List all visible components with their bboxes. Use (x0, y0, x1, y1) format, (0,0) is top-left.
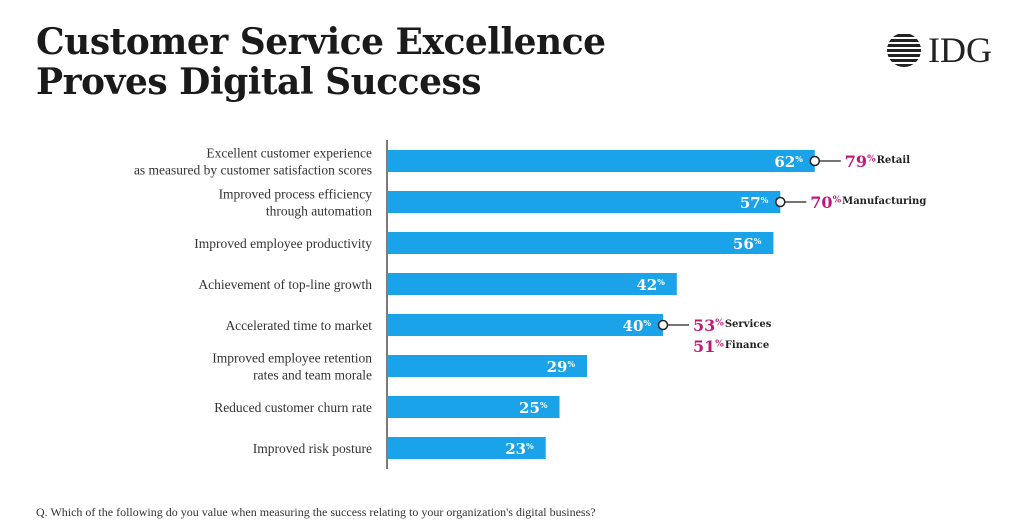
callout-segment-label: Manufacturing (842, 196, 926, 207)
logo-wordmark: IDG (928, 30, 992, 70)
bar-value-label: 29% (547, 358, 576, 376)
bar (387, 150, 815, 172)
bar (387, 191, 781, 213)
idg-logo: IDG (884, 30, 1014, 70)
callout-value: 70% (810, 193, 841, 212)
bar-value-label: 40% (623, 317, 652, 335)
bar (387, 273, 677, 295)
survey-question-footnote: Q. Which of the following do you value w… (36, 505, 596, 519)
category-label: Achievement of top-line growth (198, 277, 372, 292)
category-label: Improved employee productivity (194, 236, 372, 251)
bar-value-label: 62% (774, 153, 803, 171)
title-line-1: Customer Service Excellence (36, 21, 606, 63)
bar (387, 314, 663, 336)
chart-title: Customer Service Excellence Proves Digit… (36, 22, 606, 102)
category-label: Improved risk posture (253, 441, 372, 456)
bar (387, 437, 546, 459)
category-label: Improved process efficiency (219, 187, 373, 202)
callout-marker (809, 155, 821, 167)
category-label: as measured by customer satisfaction sco… (134, 163, 372, 178)
bar (387, 396, 560, 418)
title-line-2: Proves Digital Success (36, 61, 482, 103)
callout-value: 51% (693, 337, 724, 356)
bar (387, 355, 588, 377)
category-label: Improved employee retention (212, 351, 372, 366)
callout-marker (775, 196, 786, 208)
bar-value-label: 56% (733, 235, 762, 253)
callout-value: 79% (845, 152, 876, 171)
bar-value-label: 42% (636, 276, 665, 294)
callout-segment-label: Services (725, 319, 772, 330)
category-label: Excellent customer experience (206, 146, 372, 161)
category-label: Accelerated time to market (225, 318, 372, 333)
bar-value-label: 23% (505, 440, 534, 458)
globe-icon (887, 34, 921, 67)
category-label: rates and team morale (253, 368, 372, 383)
bar (387, 232, 774, 254)
category-label: through automation (266, 204, 372, 219)
bar-value-label: 25% (519, 399, 548, 417)
bar-value-label: 57% (740, 194, 769, 212)
callout-segment-label: Finance (725, 340, 769, 351)
callout-segment-label: Retail (877, 155, 911, 166)
callout-marker (657, 319, 669, 331)
callout-value: 53% (693, 316, 724, 335)
category-label: Reduced customer churn rate (214, 400, 372, 415)
